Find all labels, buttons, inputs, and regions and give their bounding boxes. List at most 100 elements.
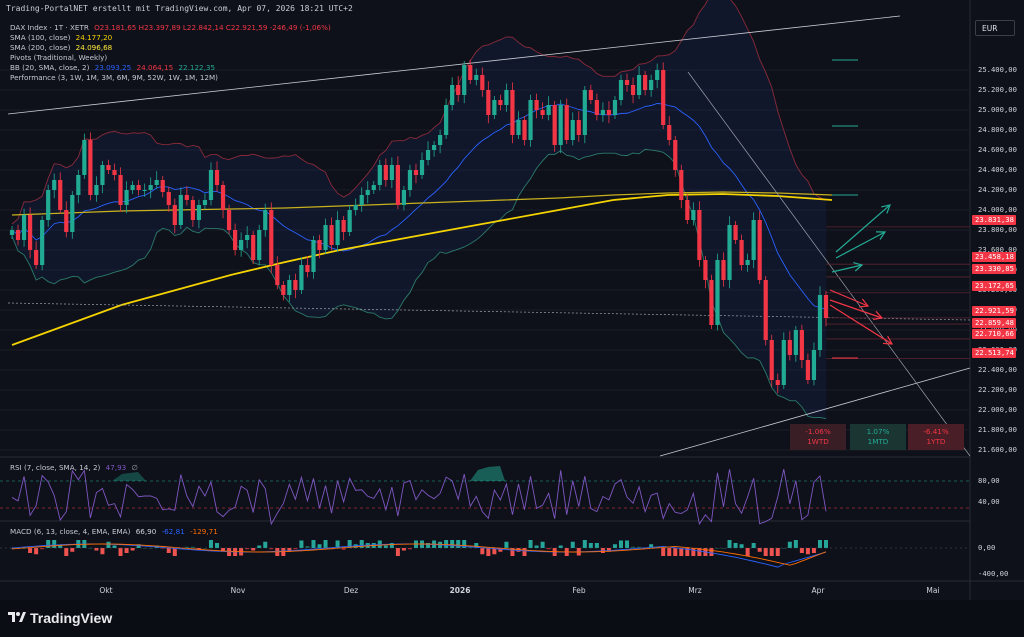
- candle: [811, 342, 817, 386]
- macd-histogram-bar: [474, 543, 479, 548]
- macd-histogram-bar: [94, 548, 99, 551]
- candle: [305, 256, 310, 278]
- candle-body: [341, 220, 346, 232]
- candle-body: [703, 260, 708, 280]
- candle-body: [534, 100, 539, 110]
- candle-body: [462, 65, 467, 95]
- performance-cell: -1.06% 1WTD: [790, 424, 846, 450]
- macd-histogram-bar: [142, 548, 147, 549]
- candle-body: [419, 160, 425, 175]
- price-axis-label: 23.800,00: [978, 225, 1017, 234]
- legend-sma100[interactable]: SMA (100, close) 24.177,20: [10, 33, 113, 42]
- time-axis-label: Okt: [99, 586, 113, 595]
- macd-histogram-bar: [781, 548, 786, 549]
- candle-body: [649, 80, 654, 90]
- candle: [588, 84, 593, 104]
- candle: [76, 169, 81, 204]
- macd-histogram-bar: [426, 543, 431, 548]
- candle-body: [733, 225, 738, 240]
- macd-histogram-bar: [383, 545, 388, 548]
- candle: [600, 102, 606, 122]
- legend-bb[interactable]: BB (20, SMA, close, 2) 23.093,25 24.064,…: [10, 63, 216, 72]
- candle: [311, 236, 316, 279]
- candle-body: [721, 260, 726, 280]
- candle-body: [431, 145, 437, 150]
- bb-upper-line: [11, 0, 827, 225]
- rsi-line: [11, 469, 827, 526]
- macd-histogram-bar: [799, 548, 804, 553]
- candle: [546, 96, 551, 121]
- macd-histogram-bar: [166, 548, 171, 553]
- candle: [438, 129, 443, 154]
- candle-body: [52, 180, 57, 190]
- forecast-arrow-down-head: [873, 310, 884, 321]
- candle: [88, 132, 93, 201]
- candle-body: [522, 120, 527, 140]
- macd-histogram-bar: [160, 548, 165, 549]
- candle-body: [317, 240, 322, 250]
- tradingview-logo[interactable]: TradingView: [8, 610, 112, 626]
- candle: [287, 274, 292, 302]
- candle-body: [618, 80, 624, 100]
- footer-background: [0, 600, 1024, 637]
- candle: [118, 167, 123, 212]
- candle: [160, 176, 165, 198]
- candle: [196, 199, 202, 229]
- legend-rsi[interactable]: RSI (7, close, SMA, 14, 2) 47,93 ∅: [10, 463, 138, 472]
- candle: [214, 161, 220, 192]
- candle-body: [329, 225, 334, 245]
- macd-histogram-bar: [721, 548, 726, 549]
- macd-histogram-bar: [395, 548, 400, 556]
- candle: [383, 158, 388, 187]
- candle-body: [335, 220, 340, 245]
- candle: [781, 332, 786, 389]
- legend-macd[interactable]: MACD (6, 13, close, 4, EMA, EMA) 66,90 -…: [10, 527, 218, 536]
- macd-histogram-bar: [787, 541, 792, 548]
- macd-histogram-bar: [661, 548, 666, 556]
- candle: [739, 234, 744, 271]
- candle: [618, 74, 624, 106]
- candle: [281, 281, 286, 301]
- bb-fill: [12, 0, 826, 419]
- legend-sma200[interactable]: SMA (200, close) 24.096,68: [10, 43, 113, 52]
- macd-histogram-bar: [540, 541, 545, 548]
- forecast-arrow-down-head: [882, 335, 894, 345]
- candle: [679, 164, 684, 209]
- time-axis-label: Mrz: [688, 586, 702, 595]
- candle: [431, 141, 437, 157]
- candle: [450, 77, 455, 111]
- currency-button[interactable]: EUR: [975, 20, 1015, 36]
- candle: [275, 256, 280, 289]
- legend-pivots[interactable]: Pivots (Traditional, Weekly): [10, 53, 108, 62]
- candle-body: [624, 80, 630, 85]
- macd-histogram-bar: [299, 540, 304, 548]
- macd-histogram-bar: [811, 548, 816, 553]
- macd-histogram-bar: [534, 545, 539, 548]
- macd-histogram-bar: [649, 544, 654, 548]
- candle-body: [546, 105, 551, 115]
- candle-body: [727, 225, 732, 280]
- candle: [419, 152, 425, 179]
- macd-histogram-bar: [824, 540, 828, 548]
- time-axis-label: Feb: [572, 586, 586, 595]
- candle-body: [395, 165, 400, 205]
- forecast-arrow-down-head: [858, 298, 870, 308]
- macd-histogram-bar: [172, 548, 177, 556]
- macd-histogram-bar: [311, 540, 316, 548]
- candle-body: [76, 175, 81, 195]
- candle-body: [745, 260, 750, 265]
- candle-body: [64, 210, 69, 232]
- candle: [817, 286, 823, 357]
- price-axis-label: 21.800,00: [978, 425, 1017, 434]
- rsi-axis-label: 80,00: [978, 476, 1000, 485]
- candle-body: [661, 70, 666, 125]
- macd-histogram-bar: [480, 548, 485, 555]
- candle: [558, 99, 563, 154]
- candle: [329, 217, 334, 251]
- candle: [58, 172, 63, 214]
- legend-performance[interactable]: Performance (3, 1W, 1M, 3M, 6M, 9M, 52W,…: [10, 73, 218, 82]
- candle-body: [480, 75, 485, 90]
- candle: [166, 186, 171, 212]
- macd-histogram-bar: [64, 548, 69, 556]
